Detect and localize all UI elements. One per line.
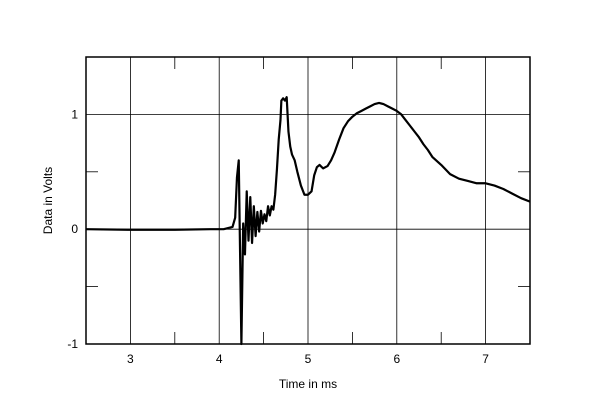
grid-lines bbox=[86, 57, 530, 344]
y-tick-label: -1 bbox=[67, 337, 78, 351]
x-tick-label: 6 bbox=[393, 352, 400, 366]
series-line bbox=[85, 96, 531, 346]
axis-ticks bbox=[85, 57, 531, 344]
x-tick-label: 5 bbox=[305, 352, 312, 366]
x-tick-label: 3 bbox=[127, 352, 134, 366]
x-tick-label: 7 bbox=[482, 352, 489, 366]
y-tick-label: 0 bbox=[71, 222, 78, 236]
tick-labels: 3 4 5 6 7 -1 0 1 bbox=[67, 107, 489, 366]
x-axis-label: Time in ms bbox=[279, 377, 337, 391]
x-tick-label: 4 bbox=[216, 352, 223, 366]
y-tick-label: 1 bbox=[71, 107, 78, 121]
y-axis-label: Data in Volts bbox=[41, 167, 55, 234]
